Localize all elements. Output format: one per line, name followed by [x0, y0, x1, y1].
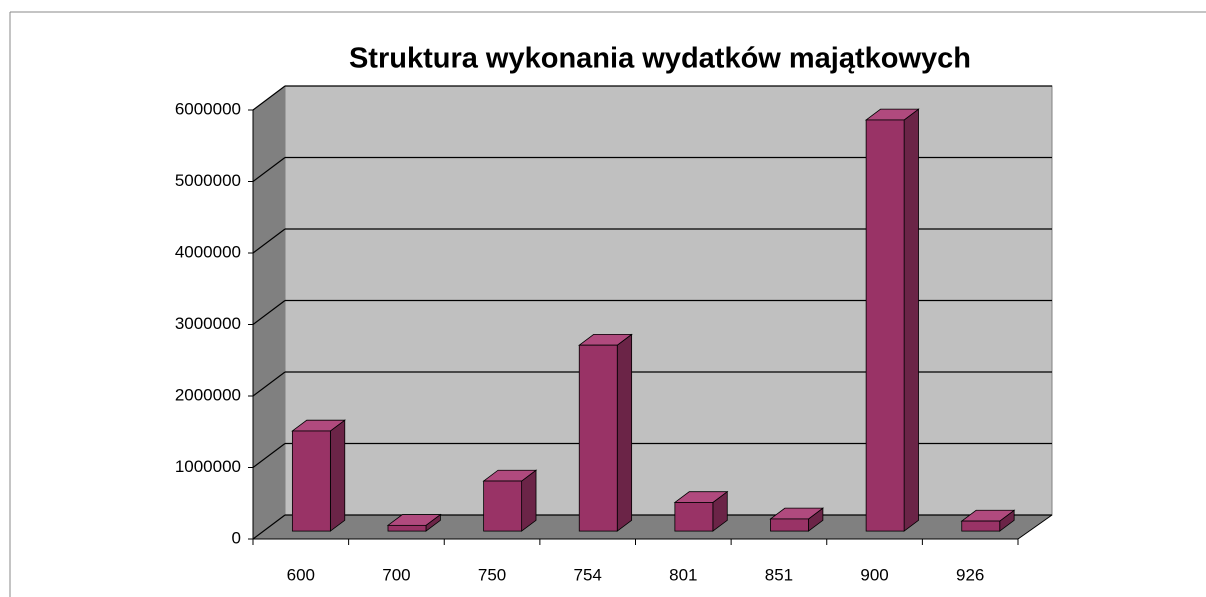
x-tick-label: 900	[860, 565, 888, 584]
x-tick-label: 926	[956, 565, 984, 584]
x-tick-label: 750	[478, 565, 506, 584]
bar	[770, 518, 809, 532]
bar-side	[616, 333, 633, 532]
y-tick-label: 5000000	[175, 171, 241, 190]
y-tick-label: 2000000	[175, 385, 241, 404]
x-tick-label: 600	[287, 565, 315, 584]
y-tick-label: 3000000	[175, 314, 241, 333]
x-tick-label: 851	[765, 565, 793, 584]
x-tick-label: 801	[669, 565, 697, 584]
bar-side	[903, 108, 919, 532]
grid-line-side	[252, 371, 286, 397]
y-tick-label: 0	[232, 528, 241, 547]
y-tick-label: 4000000	[175, 242, 241, 261]
y-tick-label: 6000000	[175, 99, 241, 118]
bar	[291, 430, 331, 532]
bar	[961, 520, 1001, 532]
x-tick-label: 754	[574, 565, 602, 584]
grid-line-side	[252, 300, 286, 325]
y-tick-label: 1000000	[175, 457, 241, 476]
bar	[483, 480, 523, 532]
bar	[578, 344, 618, 532]
grid-line-side	[252, 228, 286, 254]
floor-edge	[1017, 514, 1053, 540]
chart-title: Struktura wykonania wydatków majątkowych	[349, 43, 971, 75]
x-tick-label: 700	[382, 565, 410, 584]
grid-line-side	[252, 514, 286, 540]
bar	[387, 524, 427, 532]
bar-side	[329, 419, 346, 532]
bar	[674, 502, 714, 532]
bar	[865, 119, 905, 532]
grid-line-side	[252, 443, 286, 468]
grid-line-side	[252, 85, 286, 111]
floor	[252, 514, 1053, 540]
grid-line-side	[252, 157, 286, 182]
